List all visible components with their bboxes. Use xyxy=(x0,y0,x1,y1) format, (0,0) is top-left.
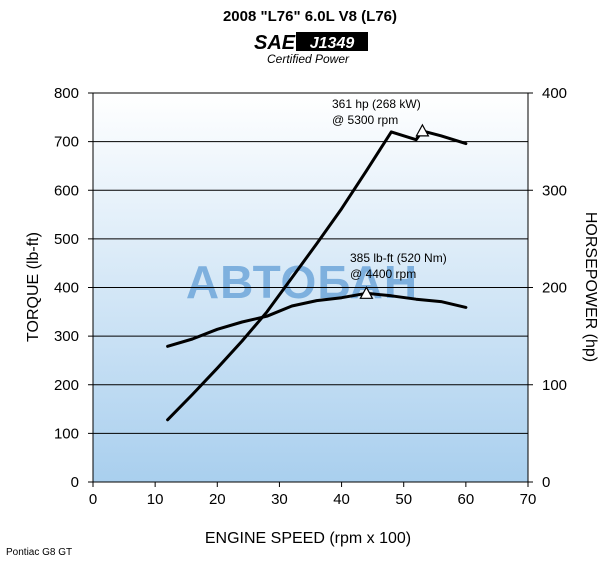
y-right-tick-label: 100 xyxy=(542,377,567,394)
x-axis-title: ENGINE SPEED (rpm x 100) xyxy=(205,530,411,547)
y-right-tick-label: 0 xyxy=(542,474,550,491)
y-left-tick-label: 800 xyxy=(54,85,79,102)
x-tick-label: 20 xyxy=(209,491,226,508)
hp-peak-annotation-line2: @ 5300 rpm xyxy=(332,113,398,127)
sae-logo-tagline: Certified Power xyxy=(267,52,350,66)
torque-peak-marker xyxy=(359,286,374,299)
axis-layer: 0 10 20 30 40 50 60 700100200300400500600700800… xyxy=(54,85,567,508)
hp-peak-annotation: 361 hp (268 kW) @ 5300 rpm xyxy=(332,97,421,127)
grid-layer xyxy=(93,92,528,434)
torque-peak-annotation-line2: @ 4400 rpm xyxy=(350,267,416,281)
torque-peak-annotation: 385 lb-ft (520 Nm) @ 4400 rpm xyxy=(350,251,447,281)
y-right-tick-label: 200 xyxy=(542,280,567,297)
hp-peak-annotation-line1: 361 hp (268 kW) xyxy=(332,97,421,111)
x-tick-label: 10 xyxy=(147,491,164,508)
sae-logo-badge xyxy=(296,32,368,51)
y-left-tick-label: 600 xyxy=(54,182,79,199)
y-axis-left-title: TORQUE (lb-ft) xyxy=(25,232,42,342)
x-tick-label: 0 xyxy=(89,491,97,508)
sae-logo-standard: J1349 xyxy=(310,35,355,52)
x-tick-label: 40 xyxy=(333,491,350,508)
y-right-tick-label: 400 xyxy=(542,85,567,102)
footnote: Pontiac G8 GT xyxy=(6,547,72,558)
torque-peak-annotation-line1: 385 lb-ft (520 Nm) xyxy=(350,251,447,265)
torque-line xyxy=(166,291,468,348)
y-left-tick-label: 300 xyxy=(54,328,79,345)
y-left-tick-label: 0 xyxy=(71,474,79,491)
x-tick-label: 30 xyxy=(271,491,288,508)
sae-logo: SAE J1349 Certified Power xyxy=(254,32,368,66)
y-left-tick-label: 100 xyxy=(54,425,79,442)
x-tick-label: 70 xyxy=(520,491,537,508)
y-left-tick-label: 400 xyxy=(54,280,79,297)
x-tick-label: 50 xyxy=(395,491,412,508)
y-axis-right-title: HORSEPOWER (hp) xyxy=(582,212,599,362)
y-right-tick-label: 300 xyxy=(542,182,567,199)
x-tick-label: 60 xyxy=(458,491,475,508)
series-layer xyxy=(166,123,468,422)
y-left-tick-label: 500 xyxy=(54,231,79,248)
y-left-tick-label: 200 xyxy=(54,377,79,394)
chart-title: 2008 "L76" 6.0L V8 (L76) xyxy=(223,8,397,25)
y-left-tick-label: 700 xyxy=(54,134,79,151)
horsepower-peak-marker xyxy=(415,123,430,137)
sae-logo-brand: SAE xyxy=(254,32,296,54)
